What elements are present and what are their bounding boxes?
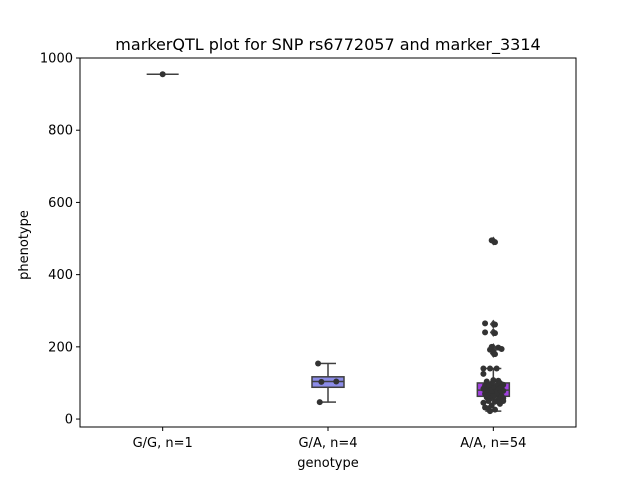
data-point (316, 399, 323, 406)
y-tick-label: 400 (48, 268, 73, 283)
x-tick-label: A/A, n=54 (460, 436, 526, 451)
data-point (480, 370, 487, 377)
y-tick-label: 600 (48, 196, 73, 211)
data-point (496, 400, 503, 407)
box-group (311, 360, 345, 406)
data-point (491, 321, 498, 328)
axes: 0 200 400 600 800 1000 G/G, n=1 G/A, n=4 A/A, n=… (40, 52, 577, 451)
y-tick-label: 0 (65, 413, 73, 428)
data-point (491, 330, 498, 337)
x-tick-label: G/A, n=4 (298, 436, 357, 451)
box-group (146, 71, 179, 78)
y-tick-label: 200 (48, 340, 73, 355)
x-tick-label: G/G, n=1 (133, 436, 193, 451)
data-point (487, 365, 494, 372)
data-point (318, 378, 325, 385)
x-axis-label: genotype (297, 456, 358, 471)
data-point (493, 365, 500, 372)
data-point (491, 406, 498, 413)
y-axis-label: phenotype (17, 210, 32, 280)
plot-area (146, 71, 511, 415)
chart-title: markerQTL plot for SNP rs6772057 and mar… (115, 35, 540, 55)
data-point (498, 346, 505, 353)
data-point (480, 399, 487, 406)
data-point (491, 351, 498, 358)
data-point (485, 398, 492, 405)
y-tick-label: 1000 (40, 52, 73, 67)
data-point (480, 365, 487, 372)
data-point (487, 408, 494, 415)
data-point (315, 360, 322, 367)
box-group (476, 236, 511, 415)
y-tick-label: 800 (48, 124, 73, 139)
data-point (482, 320, 489, 327)
data-point (491, 239, 498, 246)
data-point (333, 378, 340, 385)
data-point (482, 329, 489, 336)
data-point (159, 71, 166, 78)
